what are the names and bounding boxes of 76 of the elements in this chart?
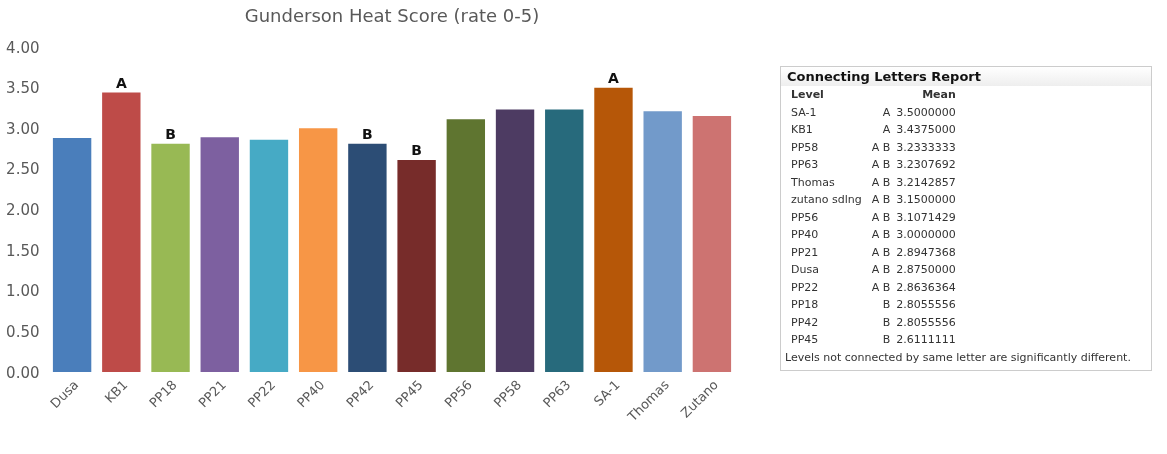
text: B <box>881 332 892 348</box>
text: A B <box>870 262 892 278</box>
annotation: B <box>411 141 422 158</box>
text: A B <box>870 157 892 173</box>
text: Mean <box>921 87 957 103</box>
category-label: zutano sdlng <box>791 192 863 208</box>
category-label: PP42 <box>791 314 820 331</box>
annotation: A <box>115 74 127 91</box>
category-label: PP58 <box>791 139 820 156</box>
x-tick-label: KB1 <box>101 377 131 406</box>
category-label: PP40 <box>791 227 820 243</box>
y-tick-label: 4.00 <box>6 38 40 57</box>
text: A B <box>870 227 892 243</box>
bar <box>102 92 141 372</box>
data-label: 2.8636364 <box>896 279 957 296</box>
y-tick-label: 0.50 <box>6 322 40 341</box>
data-label: 3.1500000 <box>896 192 957 208</box>
data-label: 3.5000000 <box>896 104 957 121</box>
category-label: PP18 <box>791 297 820 313</box>
data-label: 3.1071429 <box>896 209 957 226</box>
bar <box>692 116 732 372</box>
data-label: 3.0000000 <box>896 227 957 243</box>
bar <box>446 119 486 372</box>
text: A <box>881 104 892 121</box>
text: A B <box>870 244 892 261</box>
bar <box>151 143 190 372</box>
data-label: 2.6111111 <box>896 332 957 348</box>
bar <box>249 139 289 372</box>
category-label: SA-1 <box>791 104 818 121</box>
text: Levels not connected by same letter are significantly different. <box>784 349 1132 366</box>
y-tick-label: 3.50 <box>6 79 40 98</box>
bar <box>594 87 633 372</box>
category-label: PP56 <box>791 209 820 226</box>
text: Connecting Letters Report <box>781 67 1151 86</box>
bar <box>348 143 387 372</box>
data-label: 3.2142857 <box>896 174 957 191</box>
bar <box>52 138 92 372</box>
bar <box>397 159 436 372</box>
annotation: B <box>362 125 373 142</box>
annotation: A <box>608 69 620 86</box>
text: A B <box>870 192 892 208</box>
text: B <box>881 314 892 331</box>
data-label: 3.4375000 <box>896 122 957 138</box>
bar <box>495 109 535 372</box>
bar <box>545 109 584 372</box>
text: A <box>881 122 892 138</box>
data-label: 3.2307692 <box>896 157 957 173</box>
category-label: PP63 <box>791 157 820 173</box>
y-tick-label: 2.00 <box>6 201 40 219</box>
category-label: Dusa <box>791 262 820 278</box>
chart-title: Gunderson Heat Score (rate 0-5) <box>244 5 540 26</box>
data-label: 2.8055556 <box>896 314 957 331</box>
text: A B <box>870 174 892 191</box>
y-tick-label: 2.50 <box>6 160 40 179</box>
category-label: PP22 <box>791 279 820 296</box>
category-label: PP21 <box>791 244 820 261</box>
y-tick-label: 1.00 <box>6 282 40 301</box>
data-label: 2.8055556 <box>896 297 957 313</box>
y-tick-label: 3.00 <box>6 119 40 138</box>
category-label: KB1 <box>791 122 814 138</box>
text: B <box>881 297 892 313</box>
bar <box>200 137 239 372</box>
data-label: 2.8947368 <box>896 244 957 261</box>
data-label: 3.2333333 <box>896 139 957 156</box>
category-label: PP45 <box>791 332 820 348</box>
text: Level <box>791 87 825 103</box>
text: A B <box>870 139 892 156</box>
bar <box>643 111 682 372</box>
text: A B <box>870 209 892 226</box>
annotation: B <box>165 125 176 142</box>
y-tick-label: 1.50 <box>6 241 40 260</box>
data-label: 2.8750000 <box>896 262 957 278</box>
text: A B <box>870 279 892 296</box>
category-label: Thomas <box>791 174 836 191</box>
bar <box>298 128 338 372</box>
y-tick-label: 0.00 <box>6 363 40 382</box>
